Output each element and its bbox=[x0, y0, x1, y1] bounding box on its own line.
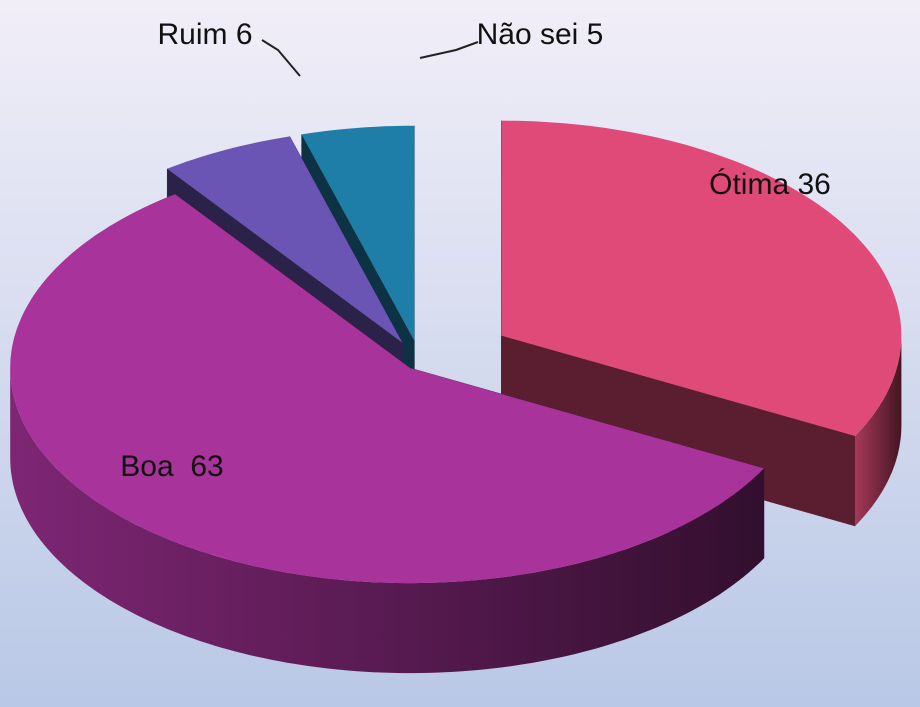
slice-wall bbox=[855, 335, 902, 526]
slice bbox=[501, 120, 902, 436]
slice bbox=[301, 125, 415, 341]
slice-label: Ótima 36 bbox=[709, 168, 831, 201]
slice bbox=[167, 136, 403, 343]
slice-wall bbox=[10, 368, 764, 674]
pie bbox=[10, 120, 902, 674]
slice-label: Não sei 5 bbox=[477, 18, 604, 51]
slice bbox=[10, 194, 764, 584]
slice-label: Boa 63 bbox=[120, 450, 223, 483]
slice-label: Ruim 6 bbox=[157, 18, 252, 51]
leader-line bbox=[261, 39, 301, 77]
leader-line bbox=[419, 41, 479, 59]
